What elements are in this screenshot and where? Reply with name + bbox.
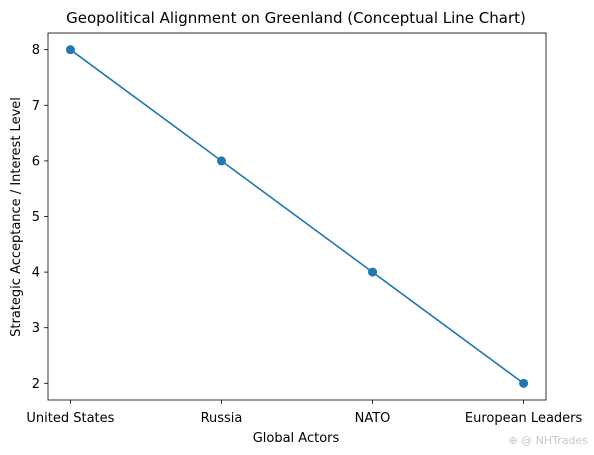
y-tick-label: 4 — [32, 266, 40, 281]
y-tick-label: 2 — [32, 377, 40, 392]
y-tick-label: 7 — [32, 99, 40, 114]
data-point — [519, 378, 529, 388]
plot-area: 2 3 4 5 6 7 8 United States Russia NATO European L… — [26, 32, 583, 426]
x-tick-label: European Leaders — [465, 411, 583, 426]
x-tick-label: United States — [26, 411, 114, 426]
watermark: ⊕ @ NHTrades — [508, 434, 588, 447]
y-tick-label: 5 — [32, 210, 40, 225]
x-axis-label: Global Actors — [253, 431, 340, 446]
y-tick-label: 8 — [32, 43, 40, 58]
x-tick-label: Russia — [201, 411, 243, 426]
data-point — [65, 45, 75, 55]
y-tick-label: 6 — [32, 154, 40, 169]
y-axis-label: Strategic Acceptance / Interest Level — [9, 97, 24, 337]
chart-title: Geopolitical Alignment on Greenland (Con… — [66, 9, 526, 27]
x-tick-label: NATO — [355, 411, 391, 426]
data-point — [368, 267, 378, 277]
data-point — [216, 156, 226, 166]
y-tick-label: 3 — [32, 321, 40, 336]
series-line — [69, 49, 525, 384]
